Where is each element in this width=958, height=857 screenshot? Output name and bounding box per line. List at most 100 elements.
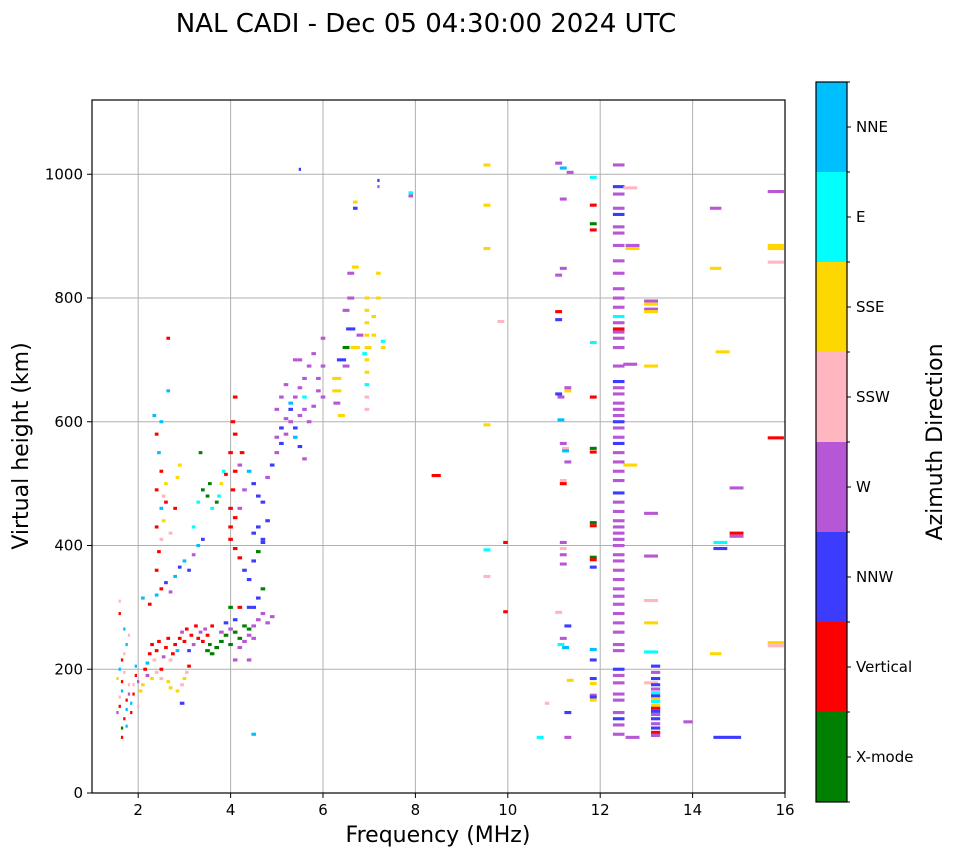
- data-point-nnw: [246, 578, 252, 582]
- data-point-vertical: [503, 610, 508, 614]
- data-point-w: [297, 386, 303, 390]
- data-point-nnw: [651, 709, 661, 713]
- colorbar-tick-label: E: [856, 208, 865, 226]
- data-point-sse: [177, 463, 182, 467]
- data-point-w: [612, 271, 625, 275]
- data-point-ssw: [559, 547, 567, 551]
- data-point-sse: [483, 163, 491, 167]
- data-point-vertical: [184, 627, 189, 631]
- data-point-w: [564, 460, 572, 464]
- data-point-sse: [364, 370, 370, 374]
- data-point-vertical: [187, 664, 191, 668]
- data-point-nne: [145, 661, 150, 665]
- data-point-w: [651, 733, 661, 737]
- data-point-nnw: [713, 735, 742, 739]
- data-point-w: [191, 643, 196, 647]
- y-tick-label: 800: [54, 289, 83, 307]
- data-point-nnw: [612, 380, 625, 384]
- data-point-vertical: [157, 639, 161, 643]
- y-tick-label: 200: [54, 660, 83, 678]
- data-point-sse: [351, 265, 359, 269]
- data-point-w: [612, 612, 625, 616]
- data-point-w: [232, 658, 238, 662]
- data-point-nnw: [346, 327, 356, 331]
- data-point-vertical: [147, 602, 152, 606]
- data-point-x-mode: [205, 649, 210, 653]
- data-point-sse: [364, 321, 370, 325]
- data-point-nne: [130, 701, 133, 705]
- data-point-w: [288, 420, 293, 424]
- colorbar-tick-label: NNE: [856, 118, 888, 136]
- data-point-nne: [173, 574, 177, 578]
- data-point-w: [251, 624, 256, 628]
- data-point-w: [246, 633, 252, 637]
- data-point-x-mode: [232, 630, 238, 634]
- data-point-w: [269, 615, 275, 619]
- data-point-w: [612, 519, 625, 523]
- data-point-e: [380, 339, 386, 343]
- data-point-nnw: [187, 568, 191, 572]
- data-point-nnw: [589, 565, 597, 569]
- data-point-nnw: [256, 494, 261, 498]
- data-point-x-mode: [256, 550, 261, 554]
- data-point-w: [316, 389, 321, 393]
- data-point-x-mode: [242, 624, 247, 628]
- data-point-vertical: [431, 474, 441, 478]
- data-point-sse: [767, 243, 784, 247]
- data-point-sse: [644, 302, 658, 306]
- data-point-ssw: [123, 670, 126, 674]
- data-point-w: [767, 190, 784, 194]
- data-point-w: [612, 500, 625, 504]
- data-point-nne: [159, 506, 164, 510]
- data-point-vertical: [589, 228, 597, 232]
- data-point-w: [137, 680, 140, 684]
- data-point-sse: [625, 247, 640, 251]
- data-point-w: [311, 352, 316, 356]
- data-point-sse: [164, 482, 168, 486]
- data-point-ssw: [497, 320, 505, 324]
- data-point-w: [274, 451, 280, 455]
- x-tick-label: 16: [775, 801, 794, 819]
- data-point-w: [612, 305, 625, 309]
- data-point-w: [283, 383, 289, 387]
- data-point-nne: [118, 667, 121, 671]
- data-point-nnw: [651, 664, 661, 668]
- data-point-nne: [154, 593, 159, 597]
- data-point-nnw: [164, 581, 168, 585]
- data-point-w: [729, 486, 744, 490]
- data-point-vertical: [166, 636, 171, 640]
- x-tick-label: 14: [683, 801, 702, 819]
- data-point-nnw: [377, 178, 380, 182]
- data-point-sse: [376, 296, 381, 300]
- data-point-vertical: [232, 516, 238, 520]
- data-point-ssw: [483, 574, 491, 578]
- data-point-vertical: [164, 500, 168, 504]
- data-point-sse: [175, 475, 180, 479]
- data-point-nnw: [251, 531, 256, 535]
- data-point-vertical: [232, 547, 238, 551]
- data-point-w: [260, 612, 266, 616]
- data-point-w: [612, 392, 625, 396]
- colorbar-swatch-ssw: [816, 352, 847, 442]
- data-point-w: [342, 308, 350, 312]
- data-point-vertical: [154, 649, 159, 653]
- data-point-nnw: [589, 658, 597, 662]
- data-point-w: [612, 692, 625, 696]
- data-point-e: [483, 548, 491, 552]
- data-point-w: [612, 643, 625, 647]
- data-point-w: [612, 346, 625, 350]
- data-point-nne: [125, 707, 128, 711]
- data-point-e: [364, 383, 370, 387]
- data-point-nne: [559, 166, 567, 170]
- data-point-nnw: [651, 717, 661, 721]
- data-point-nnw: [555, 392, 563, 396]
- x-tick-label: 2: [133, 801, 143, 819]
- plot-frame: [91, 99, 786, 794]
- data-point-vertical: [194, 624, 198, 628]
- data-point-x-mode: [214, 500, 219, 504]
- data-point-ssw: [127, 683, 131, 687]
- y-tick-label: 0: [73, 784, 83, 802]
- data-point-w: [612, 330, 625, 334]
- data-point-w: [274, 407, 280, 411]
- data-point-e: [557, 643, 565, 647]
